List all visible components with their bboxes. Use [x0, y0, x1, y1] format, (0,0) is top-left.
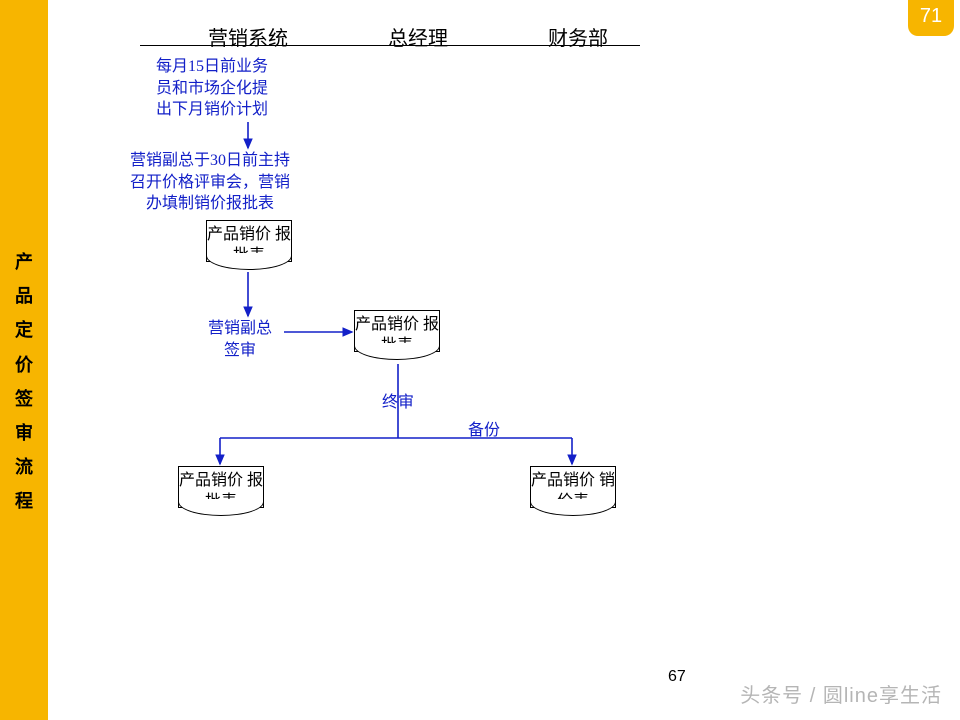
header-underline	[140, 45, 640, 46]
doc-box-price-form-3: 产品销价 报批表	[178, 466, 264, 508]
column-header-marketing: 营销系统	[158, 22, 338, 51]
column-header-finance: 财务部	[508, 22, 648, 51]
sidebar: 产品定价签审流程	[0, 0, 48, 720]
watermark: 头条号 / 圆line享生活	[740, 679, 942, 708]
doc-box-price-form-1: 产品销价 报批表	[206, 220, 292, 262]
step-text-vp-sign: 营销副总 签审	[208, 318, 272, 361]
doc-box-price-form-2: 产品销价 报批表	[354, 310, 440, 352]
label-final-review: 终审	[382, 392, 414, 414]
doc-box-price-form-4: 产品销价 销价表	[530, 466, 616, 508]
column-header-gm: 总经理	[348, 22, 488, 51]
footer-page-number: 67	[668, 668, 686, 686]
flow-canvas: 营销系统 总经理 财务部 每月15日前业务 员和市场企化提 出下月销价计划 营销…	[48, 0, 960, 720]
step-text-monthly-plan: 每月15日前业务 员和市场企化提 出下月销价计划	[156, 56, 268, 121]
label-backup: 备份	[468, 420, 500, 442]
sidebar-title: 产品定价签审流程	[0, 245, 48, 519]
step-text-price-review: 营销副总于30日前主持 召开价格评审会，营销 办填制销价报批表	[130, 150, 290, 215]
